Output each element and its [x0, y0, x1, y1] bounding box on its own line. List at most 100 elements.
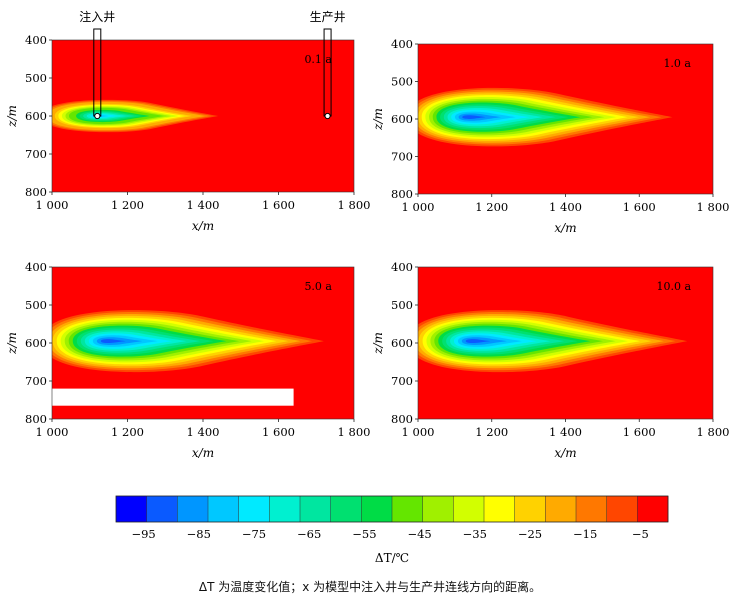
contour-level	[462, 115, 486, 119]
colorbar-swatch	[637, 496, 669, 522]
colorbar-label: ΔT/℃	[375, 551, 409, 565]
cold-zone	[418, 87, 673, 147]
x-tick-label: 1 000	[402, 200, 435, 214]
colorbar-swatch	[208, 496, 239, 522]
colorbar-swatch	[361, 496, 393, 522]
colorbar-swatch	[238, 496, 270, 522]
y-tick-label: 700	[25, 147, 47, 161]
x-tick-label: 1 000	[402, 425, 435, 439]
colorbar-tick-label: −35	[463, 527, 487, 541]
x-tick-label: 1 400	[549, 425, 582, 439]
y-tick-label: 400	[25, 260, 47, 274]
y-tick-label: 600	[25, 109, 47, 123]
colorbar-swatch	[484, 496, 515, 522]
colorbar-swatch	[576, 496, 607, 522]
y-tick-label: 500	[391, 75, 413, 89]
x-axis-label: x/m	[554, 446, 576, 460]
figure-caption: ΔT 为温度变化值；x 为模型中注入井与生产井连线方向的距离。	[198, 580, 542, 594]
x-axis-label: x/m	[192, 219, 214, 233]
x-tick-label: 1 600	[262, 198, 295, 212]
colorbar-tick-label: −25	[518, 527, 542, 541]
time-annotation: 1.0 a	[663, 57, 691, 70]
colorbar-tick-label: −65	[297, 527, 321, 541]
y-tick-label: 800	[391, 187, 413, 201]
y-tick-label: 500	[25, 71, 47, 85]
cold-zone	[52, 310, 324, 373]
x-tick-label: 1 400	[187, 198, 220, 212]
colorbar-tick-label: −5	[632, 527, 649, 541]
y-tick-label: 800	[25, 412, 47, 426]
y-tick-label: 500	[25, 298, 47, 312]
x-tick-label: 1 800	[338, 198, 371, 212]
colorbar-swatch	[392, 496, 423, 522]
contour-level	[465, 339, 491, 344]
x-tick-label: 1 800	[338, 425, 371, 439]
y-tick-label: 400	[391, 260, 413, 274]
colorbar-swatch	[300, 496, 331, 522]
blank-region	[52, 388, 294, 406]
colorbar-tick-label: −75	[242, 527, 266, 541]
x-tick-label: 1 200	[111, 198, 144, 212]
colorbar-tick-label: −45	[407, 527, 431, 541]
colorbar: −95 −85 −75 −65 −55 −45 −35 −25 −15 −5 ΔT/℃	[115, 495, 669, 565]
x-tick-label: 1 200	[111, 425, 144, 439]
y-tick-label: 800	[25, 185, 47, 199]
colorbar-swatch	[177, 496, 209, 522]
colorbar-swatch	[453, 496, 485, 522]
colorbar-frame	[115, 495, 669, 523]
y-tick-label: 400	[391, 37, 413, 51]
y-tick-label: 600	[391, 112, 413, 126]
x-tick-label: 1 600	[623, 425, 656, 439]
production-well-marker	[324, 112, 331, 120]
colorbar-swatch	[422, 496, 454, 522]
production-well-label: 生产井	[310, 10, 346, 24]
y-tick-label: 700	[25, 374, 47, 388]
panel-top-left: 注入井 生产井 0.1 a 1 000 1 200 1 400 1 600 1 800 400 5…	[5, 9, 370, 233]
x-tick-label: 1 600	[623, 200, 656, 214]
panel-bottom-left: 5.0 a 1 000 1 200 1 400 1 600 1 800 400 500 600 7…	[5, 260, 370, 460]
y-axis-label: z/m	[371, 332, 385, 355]
y-axis-label: z/m	[371, 108, 385, 131]
colorbar-swatch	[330, 496, 362, 522]
panel-top-right: 1.0 a 1 000 1 200 1 400 1 600 1 800 400 500 600 7…	[371, 37, 729, 235]
colorbar-tick-label: −55	[352, 527, 376, 541]
colorbar-tick-label: −15	[573, 527, 597, 541]
y-tick-label: 400	[25, 33, 47, 47]
y-tick-label: 600	[25, 336, 47, 350]
y-tick-label: 700	[391, 374, 413, 388]
x-tick-label: 1 400	[549, 200, 582, 214]
y-tick-label: 700	[391, 150, 413, 164]
x-tick-label: 1 800	[697, 425, 730, 439]
panel-bottom-right: 10.0 a 1 000 1 200 1 400 1 600 1 800 400 500 600…	[371, 260, 729, 460]
colorbar-swatch	[146, 496, 178, 522]
contour-level	[100, 339, 126, 344]
colorbar-swatch	[545, 496, 577, 522]
cold-zone	[52, 99, 219, 133]
y-tick-label: 500	[391, 298, 413, 312]
x-tick-label: 1 000	[36, 425, 69, 439]
x-tick-label: 1 800	[697, 200, 730, 214]
injection-well-marker	[94, 112, 101, 120]
x-tick-label: 1 200	[475, 425, 508, 439]
x-tick-label: 1 000	[36, 198, 69, 212]
x-axis-label: x/m	[192, 446, 214, 460]
time-annotation: 10.0 a	[656, 280, 691, 293]
time-annotation: 5.0 a	[304, 280, 332, 293]
x-tick-label: 1 400	[187, 425, 220, 439]
colorbar-tick-label: −95	[131, 527, 155, 541]
colorbar-tick-label: −85	[187, 527, 211, 541]
time-annotation: 0.1 a	[304, 53, 332, 66]
colorbar-swatch	[269, 496, 301, 522]
y-axis-label: z/m	[5, 332, 19, 355]
x-axis-label: x/m	[554, 221, 576, 235]
injection-well-label: 注入井	[79, 9, 115, 24]
y-tick-label: 800	[391, 412, 413, 426]
y-tick-label: 600	[391, 336, 413, 350]
cold-zone	[418, 310, 688, 373]
colorbar-swatch	[514, 496, 546, 522]
colorbar-swatch	[606, 496, 638, 522]
y-axis-label: z/m	[5, 105, 19, 128]
x-tick-label: 1 600	[262, 425, 295, 439]
colorbar-swatch	[116, 496, 147, 522]
